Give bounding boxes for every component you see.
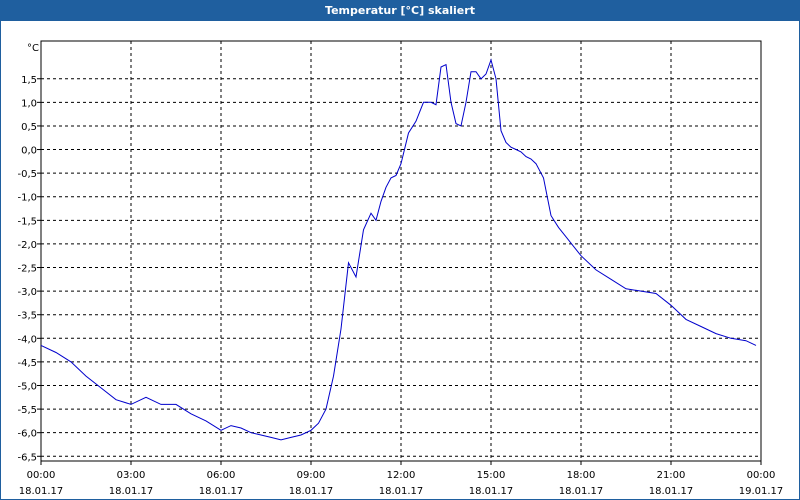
x-tick-date-label: 19.01.17 bbox=[739, 486, 784, 497]
x-tick-date-label: 18.01.17 bbox=[199, 486, 244, 497]
series-layer bbox=[40, 58, 757, 441]
x-tick-date-label: 18.01.17 bbox=[379, 486, 424, 497]
x-tick-time-label: 03:00 bbox=[117, 470, 146, 481]
x-tick-date-label: 18.01.17 bbox=[559, 486, 604, 497]
window-title: Temperatur [°C] skaliert bbox=[1, 1, 799, 21]
y-tick-label: -5,5 bbox=[17, 405, 37, 416]
y-tick-label: 0,5 bbox=[21, 122, 37, 133]
x-tick-time-label: 00:00 bbox=[747, 470, 776, 481]
x-tick-date-label: 18.01.17 bbox=[19, 486, 64, 497]
series-line bbox=[40, 58, 757, 441]
y-tick-label: -6,5 bbox=[17, 452, 37, 463]
y-tick-label: -3,0 bbox=[17, 287, 37, 298]
y-tick-label: -4,0 bbox=[17, 334, 37, 345]
y-tick-label: 1,5 bbox=[21, 75, 37, 86]
y-tick-label: -6,0 bbox=[17, 429, 37, 440]
x-tick-time-label: 00:00 bbox=[27, 470, 56, 481]
y-tick-label: -3,5 bbox=[17, 311, 37, 322]
grid bbox=[41, 41, 761, 461]
x-tick-date-label: 18.01.17 bbox=[649, 486, 694, 497]
y-tick-label: -1,0 bbox=[17, 193, 37, 204]
x-tick-date-label: 18.01.17 bbox=[109, 486, 154, 497]
y-tick-label: -5,0 bbox=[17, 381, 37, 392]
x-tick-time-label: 18:00 bbox=[567, 470, 596, 481]
x-tick-time-label: 15:00 bbox=[477, 470, 506, 481]
y-tick-label: -0,5 bbox=[17, 169, 37, 180]
y-axis-ticks: 1,5 1,0 0,5 0,0 -0,5 -1,0 -1,5 -2,0 -2,5 -3,0 -3,5… bbox=[17, 75, 41, 463]
x-axis-ticks: 00:00 18.01.17 03:00 18.01.17 06:00 18.01.17 0… bbox=[19, 461, 784, 497]
y-tick-label: 1,0 bbox=[21, 98, 37, 109]
y-axis-unit-label: °C bbox=[27, 43, 39, 54]
y-tick-label: -4,5 bbox=[17, 358, 37, 369]
x-tick-time-label: 12:00 bbox=[387, 470, 416, 481]
x-tick-date-label: 18.01.17 bbox=[469, 486, 514, 497]
x-tick-time-label: 06:00 bbox=[207, 470, 236, 481]
x-tick-time-label: 09:00 bbox=[297, 470, 326, 481]
x-tick-time-label: 21:00 bbox=[657, 470, 686, 481]
y-tick-label: -2,0 bbox=[17, 240, 37, 251]
x-tick-date-label: 18.01.17 bbox=[289, 486, 334, 497]
y-tick-label: -1,5 bbox=[17, 216, 37, 227]
y-tick-label: -2,5 bbox=[17, 264, 37, 275]
y-tick-label: 0,0 bbox=[21, 146, 37, 157]
